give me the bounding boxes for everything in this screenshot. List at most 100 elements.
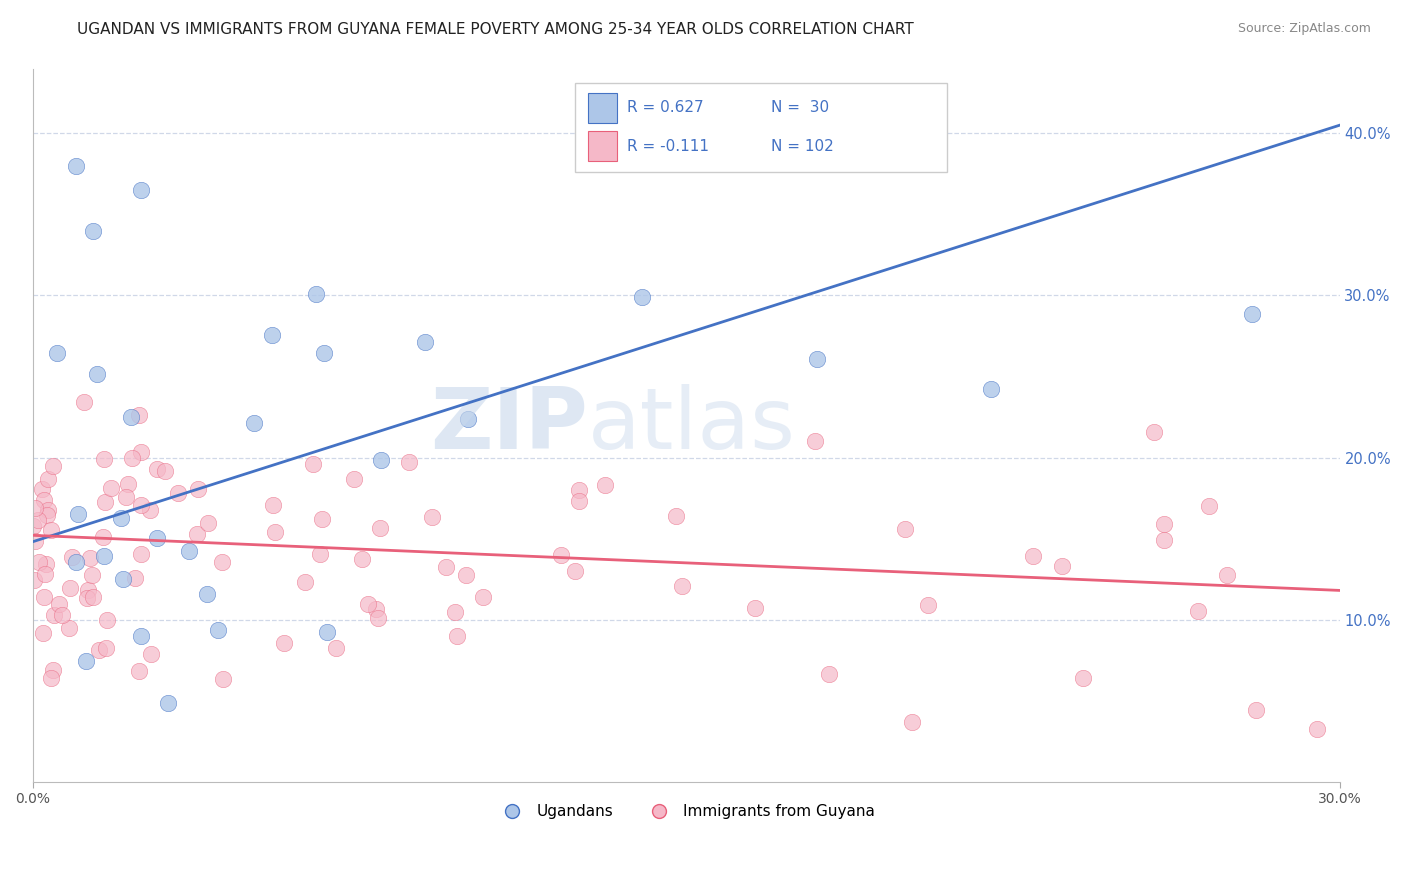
Point (37, 508, 59, 523)
Point (166, 486, 188, 500)
Point (444, 605, 467, 619)
Point (94, 640, 117, 655)
Point (115, 490, 138, 504)
Point (93, 451, 115, 466)
Point (471, 591, 494, 605)
Point (350, 551, 373, 566)
Point (262, 328, 284, 343)
Point (121, 451, 143, 466)
Text: R = -0.111: R = -0.111 (627, 139, 709, 154)
Point (58, 621, 80, 635)
Point (65, 555, 87, 569)
Point (79, 550, 101, 565)
Point (1215, 568, 1237, 582)
Point (342, 472, 364, 486)
Point (305, 287, 328, 301)
Text: atlas: atlas (588, 384, 796, 467)
Point (131, 183, 153, 197)
Point (37, 472, 59, 486)
Point (316, 624, 339, 639)
Point (434, 560, 457, 574)
Point (631, 290, 654, 304)
Point (398, 455, 420, 469)
Point (595, 478, 617, 492)
Point (1153, 533, 1175, 547)
Point (1071, 671, 1094, 685)
Point (39, 523, 62, 537)
Point (420, 510, 443, 524)
Point (96, 613, 118, 627)
Point (446, 629, 468, 643)
Point (60, 550, 83, 565)
Point (124, 571, 146, 585)
Point (1241, 307, 1264, 321)
Point (262, 498, 284, 512)
Point (131, 445, 153, 459)
Point (82, 590, 104, 604)
Point (22, 574, 45, 588)
Point (120, 409, 142, 424)
Point (302, 457, 325, 471)
Point (294, 574, 316, 589)
Point (32, 493, 55, 508)
Point (131, 629, 153, 643)
Point (1187, 604, 1209, 618)
Point (806, 351, 828, 366)
Point (186, 526, 208, 541)
Point (66, 507, 89, 521)
Point (128, 408, 150, 422)
Point (177, 544, 200, 558)
Point (128, 664, 150, 678)
Point (567, 493, 589, 508)
Point (24, 501, 46, 516)
Point (34, 566, 56, 581)
Point (893, 522, 915, 536)
Point (27, 513, 49, 527)
Point (1306, 722, 1329, 736)
Text: N =  30: N = 30 (770, 100, 830, 115)
Point (357, 597, 380, 611)
Point (32, 591, 55, 605)
Point (901, 715, 924, 730)
Point (311, 512, 333, 526)
Point (671, 579, 693, 593)
Point (31, 626, 53, 640)
Point (77, 582, 100, 597)
Point (550, 548, 572, 562)
Point (1153, 516, 1175, 531)
Text: R = 0.627: R = 0.627 (627, 100, 704, 115)
Point (454, 568, 477, 582)
Point (42, 458, 65, 473)
Point (145, 462, 167, 476)
Point (207, 623, 229, 637)
Point (51, 607, 73, 622)
Point (804, 434, 827, 449)
Point (312, 346, 335, 360)
Point (75, 654, 97, 668)
Point (110, 510, 132, 524)
FancyBboxPatch shape (588, 93, 617, 123)
Point (46, 346, 69, 360)
Point (368, 521, 391, 535)
Point (82, 224, 104, 238)
Point (568, 483, 591, 497)
Point (917, 599, 939, 613)
Point (664, 508, 686, 523)
Point (156, 696, 179, 710)
Point (370, 453, 392, 467)
FancyBboxPatch shape (575, 83, 948, 172)
Point (93, 495, 115, 509)
Point (309, 547, 332, 561)
Point (89, 643, 111, 657)
Point (138, 503, 160, 517)
Point (153, 464, 176, 478)
Point (42, 663, 65, 677)
Point (111, 572, 134, 586)
Legend: Ugandans, Immigrants from Guyana: Ugandans, Immigrants from Guyana (491, 798, 882, 825)
Point (744, 600, 766, 615)
Point (24, 533, 46, 548)
Point (91, 530, 114, 544)
Point (197, 516, 219, 530)
Point (273, 635, 295, 649)
Point (76, 591, 98, 605)
